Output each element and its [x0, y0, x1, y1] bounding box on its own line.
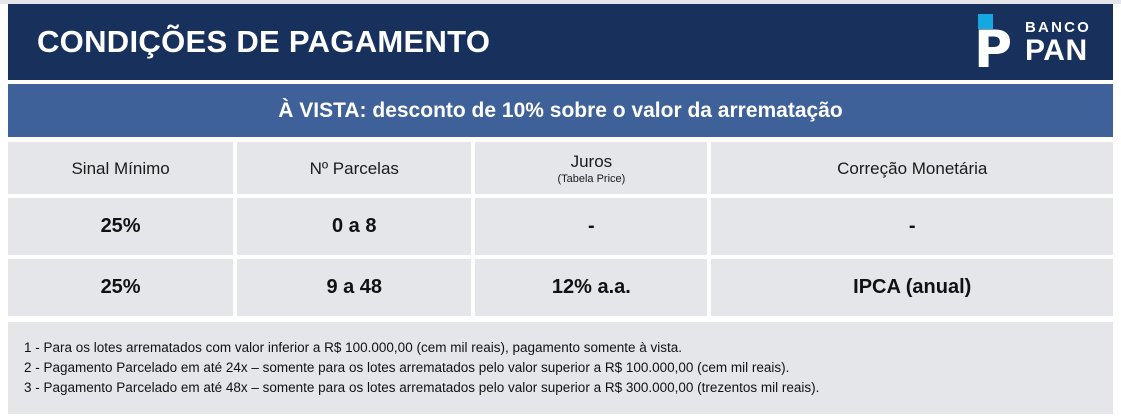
cell-juros: -: [475, 198, 708, 255]
pan-p-mark-icon: P: [968, 14, 1014, 80]
logo-pan-text: PAN: [1025, 33, 1088, 67]
logo-wordmark: BANCO PAN: [1025, 18, 1091, 67]
cash-discount-text: À VISTA: desconto de 10% sobre o valor d…: [278, 98, 843, 122]
cell-parcelas: 0 a 8: [237, 198, 472, 255]
column-header-correcao-monetaria: Correção Monetária: [711, 142, 1113, 194]
payment-conditions-table: Sinal Mínimo Nº Parcelas Juros (Tabela P…: [8, 142, 1113, 320]
column-header-parcelas: Nº Parcelas: [237, 142, 472, 194]
cell-value: 12% a.a.: [551, 276, 631, 298]
column-header-label: Juros: [570, 151, 613, 171]
cell-juros: 12% a.a.: [475, 259, 708, 316]
table-header-row: Sinal Mínimo Nº Parcelas Juros (Tabela P…: [8, 142, 1113, 194]
cell-parcelas: 9 a 48: [237, 259, 472, 316]
logo-banco-text: BANCO: [1025, 18, 1091, 36]
footnote-item: 2 - Pagamento Parcelado em até 24x – som…: [24, 360, 790, 375]
footnotes-block: 1 - Para os lotes arrematados com valor …: [8, 322, 1113, 414]
cell-correcao-monetaria: IPCA (anual): [711, 259, 1113, 316]
cell-correcao-monetaria: -: [711, 198, 1113, 255]
cell-value: 25%: [100, 276, 141, 298]
cash-discount-banner: À VISTA: desconto de 10% sobre o valor d…: [8, 84, 1113, 137]
cell-sinal-minimo: 25%: [8, 259, 234, 316]
cell-sinal-minimo: 25%: [8, 198, 234, 255]
column-header-sublabel: (Tabela Price): [557, 172, 626, 185]
cell-value: IPCA (anual): [853, 276, 972, 298]
cell-value: -: [588, 215, 595, 237]
page-title: CONDIÇÕES DE PAGAMENTO: [37, 24, 491, 59]
column-header-juros: Juros (Tabela Price): [475, 142, 708, 194]
column-header-label: Correção Monetária: [837, 158, 988, 178]
footnote-item: 3 - Pagamento Parcelado em até 48x – som…: [24, 380, 820, 395]
header-bar: CONDIÇÕES DE PAGAMENTO P BANCO PAN: [8, 4, 1113, 80]
table-row: 25% 0 a 8 - -: [8, 198, 1113, 255]
cell-value: 9 a 48: [326, 276, 383, 298]
top-edge-strip: [0, 0, 1121, 4]
cell-value: 25%: [100, 215, 141, 237]
cell-value: 0 a 8: [332, 215, 377, 237]
pan-letter-p: P: [974, 20, 1013, 80]
footnote-item: 1 - Para os lotes arrematados com valor …: [24, 340, 683, 355]
banco-pan-logo: P BANCO PAN: [968, 14, 1091, 80]
cell-value: -: [908, 215, 916, 237]
column-header-sinal-minimo: Sinal Mínimo: [8, 142, 234, 194]
table-row: 25% 9 a 48 12% a.a. IPCA (anual): [8, 259, 1113, 316]
column-header-label: Sinal Mínimo: [71, 158, 170, 178]
column-header-label: Nº Parcelas: [309, 158, 399, 178]
pan-accent-square-icon: [978, 14, 993, 29]
